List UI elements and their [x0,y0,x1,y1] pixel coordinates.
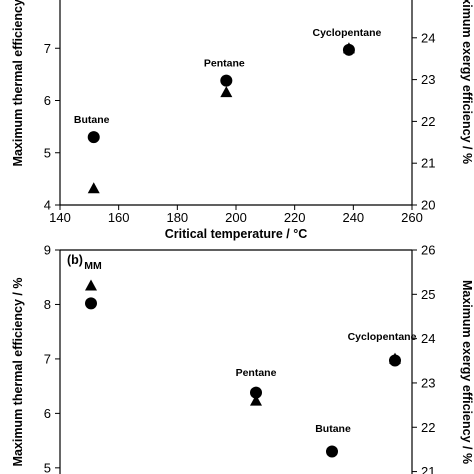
panel-b: 5 6 7 8 9 21 22 23 24 25 26 MM Pentane Butane Cyclop… [11,243,474,474]
exergy-efficiency-point [342,42,355,54]
y-tick-label: 7 [44,351,51,366]
right-y-tick-label: 23 [421,72,435,87]
y-tick-label: 6 [44,406,51,421]
point-label: MM [84,260,102,272]
y-tick-label: 7 [44,41,51,56]
panel-b-label: (b) [67,253,83,267]
panel-b-right-y-ticks: 21 22 23 24 25 26 [412,243,435,474]
right-y-tick-label: 20 [421,198,435,213]
right-y-tick-label: 24 [421,30,435,45]
x-tick-label: 260 [401,210,423,225]
thermal-efficiency-point [87,131,100,144]
panel-b-right-y-axis-label: Maximum exergy efficiency / % [460,280,474,464]
y-tick-label: 5 [44,145,51,160]
y-tick-label: 6 [44,93,51,108]
panel-a-right-y-axis-label: Maximum exergy efficiency / % [460,0,474,164]
thermal-efficiency-point [220,74,233,87]
exergy-efficiency-point [250,394,262,406]
panel-b-left-y-ticks: 5 6 7 8 9 [44,243,60,474]
point-label: Butane [74,114,110,126]
point-label: Pentane [204,58,245,70]
exergy-efficiency-point [389,352,401,364]
exergy-efficiency-point [220,86,233,98]
right-y-tick-label: 22 [421,114,435,129]
panel-a-right-y-ticks: 20 21 22 23 24 [412,30,435,213]
panel-b-marks: MM Pentane Butane Cyclopentane [84,260,417,458]
thermal-efficiency-point [326,445,338,458]
point-label: Pentane [236,367,277,379]
thermal-efficiency-point [250,386,262,399]
point-label: Cyclopentane [313,27,382,39]
y-tick-label: 9 [44,243,51,258]
panel-a-marks: Butane Pentane Cyclopentane [74,27,382,194]
x-tick-label: 200 [225,210,247,225]
point-label: Cyclopentane [348,331,417,343]
right-y-tick-label: 21 [421,464,435,474]
panel-a-left-y-ticks: 4 5 6 7 [44,41,60,213]
panel-a: 140 160 180 200 220 240 260 4 5 6 7 20 21 22 23 24 Bu… [11,0,474,241]
exergy-efficiency-point [85,279,97,291]
x-tick-label: 240 [342,210,364,225]
exergy-efficiency-point [87,182,100,194]
right-y-tick-label: 23 [421,375,435,390]
panel-b-left-y-axis-label: Maximum thermal efficiency / % [11,278,25,467]
thermal-efficiency-point [85,297,97,310]
x-tick-label: 160 [108,210,130,225]
y-tick-label: 8 [44,297,51,312]
panel-a-left-y-axis-label: Maximum thermal efficiency / % [11,0,25,166]
point-label: Butane [315,423,351,435]
x-tick-label: 220 [284,210,306,225]
panel-a-x-axis-label: Critical temperature / °C [165,227,308,241]
x-tick-label: 140 [49,210,71,225]
right-y-tick-label: 24 [421,331,435,346]
panel-a-x-ticks: 140 160 180 200 220 240 260 [49,205,423,225]
right-y-tick-label: 25 [421,287,435,302]
right-y-tick-label: 22 [421,420,435,435]
right-y-tick-label: 26 [421,243,435,258]
y-tick-label: 5 [44,460,51,474]
y-tick-label: 4 [44,198,51,213]
x-tick-label: 180 [166,210,188,225]
right-y-tick-label: 21 [421,156,435,171]
